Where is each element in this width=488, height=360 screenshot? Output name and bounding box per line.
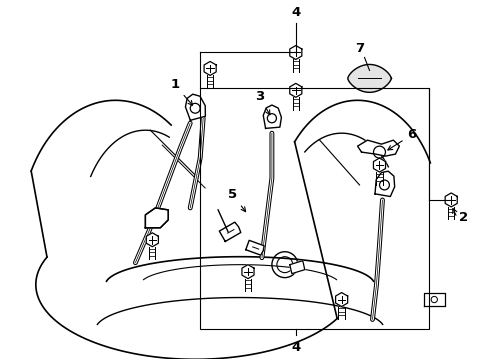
Text: 4: 4 xyxy=(290,341,300,354)
Text: 2: 2 xyxy=(458,211,468,224)
Polygon shape xyxy=(289,261,304,274)
Text: 5: 5 xyxy=(227,188,245,212)
Text: 7: 7 xyxy=(354,42,364,55)
Polygon shape xyxy=(335,293,347,306)
Text: 4: 4 xyxy=(290,6,300,19)
Polygon shape xyxy=(357,140,399,156)
Text: 3: 3 xyxy=(254,90,269,115)
Polygon shape xyxy=(146,233,158,247)
Polygon shape xyxy=(145,208,168,228)
Polygon shape xyxy=(423,293,444,306)
Polygon shape xyxy=(444,193,456,207)
Polygon shape xyxy=(347,64,390,92)
Polygon shape xyxy=(242,265,253,279)
Polygon shape xyxy=(219,222,240,242)
Polygon shape xyxy=(245,240,264,255)
Text: 6: 6 xyxy=(387,128,416,150)
Polygon shape xyxy=(203,62,216,75)
Bar xyxy=(200,88,428,329)
Polygon shape xyxy=(263,105,281,129)
Polygon shape xyxy=(289,45,301,59)
Polygon shape xyxy=(289,84,301,97)
Text: 1: 1 xyxy=(170,78,192,105)
Polygon shape xyxy=(374,171,394,197)
Polygon shape xyxy=(373,158,385,172)
Polygon shape xyxy=(185,94,205,120)
